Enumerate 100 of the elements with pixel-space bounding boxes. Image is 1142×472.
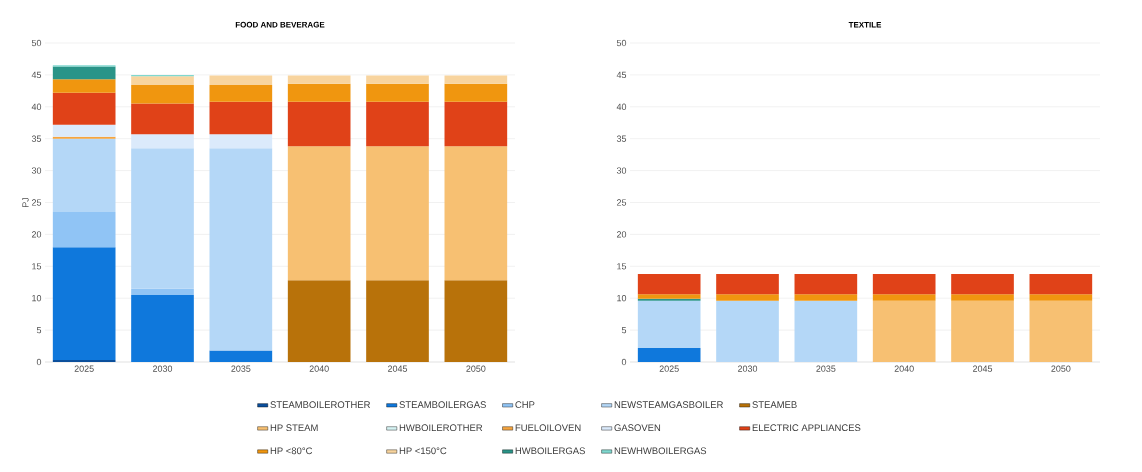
x-tick-label: 2045 xyxy=(387,365,408,372)
bar xyxy=(131,76,194,86)
bar xyxy=(366,280,429,362)
bar xyxy=(366,83,429,102)
bar xyxy=(52,138,116,213)
bar xyxy=(716,294,779,301)
x-tick-label: 2035 xyxy=(816,365,836,372)
legend-label: STEAMBOILERGAS xyxy=(399,401,486,408)
bar xyxy=(366,101,429,147)
x-tick-label: 2030 xyxy=(737,365,758,372)
y-tick-label: 20 xyxy=(616,231,627,238)
y-tick-label: 15 xyxy=(32,263,42,270)
bar xyxy=(131,295,194,362)
bar xyxy=(209,101,273,135)
bar xyxy=(131,134,194,149)
legend-label: FUELOILOVEN xyxy=(515,424,581,432)
bar xyxy=(1029,294,1093,301)
bar xyxy=(209,134,273,149)
bar xyxy=(872,294,936,301)
bar xyxy=(52,247,116,361)
y-tick-label: 5 xyxy=(621,326,627,334)
legend-label: ELECTRIC APPLIANCES xyxy=(752,424,861,432)
bar xyxy=(637,273,701,295)
bar xyxy=(131,148,194,289)
bar xyxy=(287,101,351,147)
bar xyxy=(716,273,779,295)
bar xyxy=(131,288,194,296)
y-tick-label: 20 xyxy=(31,231,42,238)
bar xyxy=(444,101,508,147)
x-tick-label: 2025 xyxy=(659,365,679,372)
y-tick-label: 25 xyxy=(31,199,42,206)
bar xyxy=(444,146,508,281)
bar xyxy=(637,300,701,348)
legend-label: HP <150°C xyxy=(399,447,447,455)
x-tick-label: 2040 xyxy=(894,365,914,372)
y-tick-label: 35 xyxy=(616,135,627,142)
bar xyxy=(951,294,1014,301)
bar xyxy=(209,75,273,86)
x-tick-label: 2045 xyxy=(972,365,993,372)
x-tick-label: 2040 xyxy=(309,365,329,372)
legend-label: STEAMBOILEROTHER xyxy=(270,401,371,408)
legend-label: HWBOILERGAS xyxy=(515,447,585,455)
y-tick-label: 40 xyxy=(31,103,42,110)
bar xyxy=(287,146,351,281)
y-tick-label: 30 xyxy=(616,167,627,174)
bar xyxy=(287,280,351,362)
y-tick-label: 45 xyxy=(31,71,42,79)
x-tick-label: 2030 xyxy=(152,365,173,372)
bar xyxy=(1029,300,1093,362)
legend-label: HP <80°C xyxy=(270,447,313,455)
legend-label: GASOVEN xyxy=(614,424,661,432)
y-tick-label: 50 xyxy=(616,39,627,47)
bar xyxy=(951,300,1014,362)
bar xyxy=(209,350,273,362)
legend-label: CHP xyxy=(515,401,535,408)
y-tick-label: 40 xyxy=(616,103,627,110)
legend-label: STEAMEB xyxy=(752,401,797,408)
y-tick-label: 35 xyxy=(31,135,42,142)
x-tick-label: 2025 xyxy=(74,365,94,372)
bar xyxy=(716,300,779,362)
bar xyxy=(52,124,116,137)
bar xyxy=(794,300,858,362)
bar xyxy=(637,294,701,299)
y-tick-label: 30 xyxy=(31,167,42,174)
y-axis-title: PJ xyxy=(22,197,29,207)
bar xyxy=(951,273,1014,295)
y-tick-label: 0 xyxy=(36,358,42,366)
bar xyxy=(131,103,194,135)
bar xyxy=(209,148,273,351)
y-tick-label: 10 xyxy=(32,295,42,302)
bar xyxy=(637,347,701,362)
legend-label: HP STEAM xyxy=(270,424,318,432)
bar xyxy=(1029,273,1093,295)
bar xyxy=(366,75,429,84)
y-tick-label: 50 xyxy=(31,39,42,47)
y-tick-label: 15 xyxy=(617,263,627,270)
legend-label: HWBOILEROTHER xyxy=(399,424,483,432)
x-tick-label: 2050 xyxy=(466,365,486,372)
y-tick-label: 0 xyxy=(621,358,627,366)
bar xyxy=(872,273,936,295)
legend-label: NEWSTEAMGASBOILER xyxy=(614,401,723,408)
y-tick-label: 5 xyxy=(36,326,42,334)
bar xyxy=(131,85,194,104)
bar xyxy=(794,294,858,301)
bar xyxy=(52,79,116,93)
bar xyxy=(287,75,351,84)
bar xyxy=(209,85,273,102)
bar xyxy=(872,300,936,362)
bar xyxy=(444,75,508,84)
x-tick-label: 2050 xyxy=(1051,365,1071,372)
bar xyxy=(444,280,508,362)
bar xyxy=(52,212,116,248)
y-tick-label: 10 xyxy=(617,295,627,302)
bar xyxy=(444,83,508,102)
y-tick-label: 45 xyxy=(616,71,627,79)
bar xyxy=(794,273,858,295)
bar xyxy=(287,83,351,102)
x-tick-label: 2035 xyxy=(231,365,251,372)
bar xyxy=(52,92,116,125)
y-tick-label: 25 xyxy=(616,199,627,206)
